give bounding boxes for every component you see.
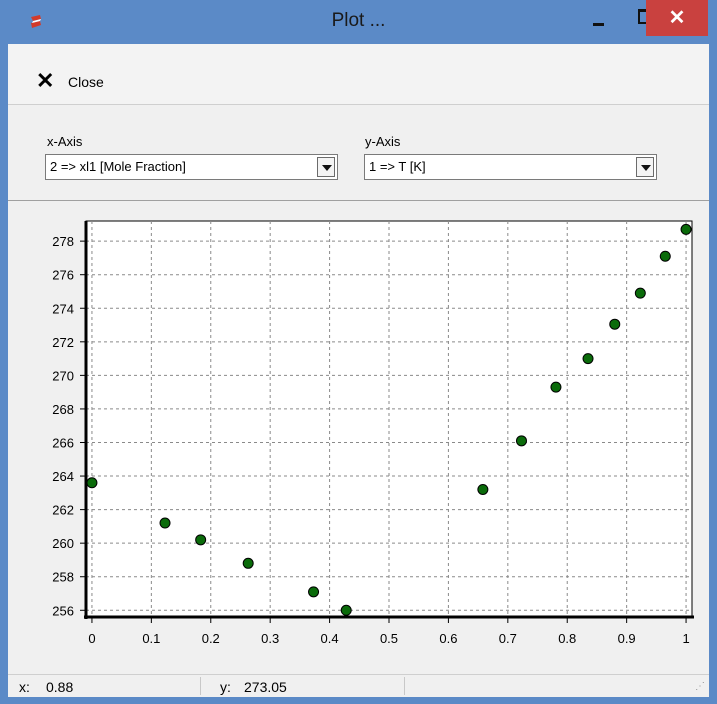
data-point	[582, 353, 594, 365]
chevron-down-icon[interactable]	[317, 157, 335, 177]
window-close-button[interactable]: ✕	[646, 0, 708, 36]
data-point	[550, 381, 562, 393]
data-point	[477, 483, 489, 495]
scatter-chart[interactable]: 0 0.1 0.2 0.3 0.4 0.5 0.6 0.7 0.8 0.9 1 256 258 260 26…	[8, 201, 709, 662]
status-divider	[200, 677, 201, 695]
y-tick-label: 276	[52, 268, 74, 283]
data-point	[609, 318, 621, 330]
data-point	[680, 223, 692, 235]
y-axis-label: y-Axis	[365, 134, 401, 149]
y-axis-select-value: 1 => T [K]	[369, 159, 426, 174]
window-title: Plot ...	[331, 10, 386, 31]
x-axis-select-value: 2 => xl1 [Mole Fraction]	[50, 159, 186, 174]
resize-grip-icon[interactable]: ⋰	[695, 681, 705, 692]
data-point	[634, 287, 646, 299]
x-axis-label: x-Axis	[47, 134, 83, 149]
close-command-label: Close	[68, 74, 104, 90]
y-tick-label: 264	[52, 469, 74, 484]
app-icon	[31, 15, 41, 28]
x-tick-label: 0.8	[558, 631, 576, 646]
x-tick-label: 0.7	[499, 631, 517, 646]
plot-panel[interactable]: 0 0.1 0.2 0.3 0.4 0.5 0.6 0.7 0.8 0.9 1 256 258 260 26…	[8, 200, 709, 662]
x-tick-label: 0	[88, 631, 95, 646]
data-point	[659, 250, 671, 262]
title-bar[interactable]: Plot ... ✕	[0, 0, 717, 44]
data-point	[515, 435, 527, 447]
status-bar: x: 0.88 y: 273.05 ⋰	[8, 674, 709, 697]
y-tick-label: 260	[52, 536, 74, 551]
status-y-label: y:	[220, 679, 231, 695]
x-tick-label: 0.5	[380, 631, 398, 646]
y-tick-label: 274	[52, 301, 74, 316]
x-tick-label: 0.1	[142, 631, 160, 646]
status-x-value: 0.88	[46, 679, 74, 695]
toolbar: ✕ Close	[8, 44, 709, 105]
y-tick-label: 270	[52, 368, 74, 383]
data-point	[159, 517, 171, 529]
x-tick-label: 0.2	[202, 631, 220, 646]
chevron-down-icon[interactable]	[636, 157, 654, 177]
data-point	[86, 477, 98, 489]
minimize-button[interactable]	[583, 0, 633, 36]
status-divider	[404, 677, 405, 695]
x-tick-label: 0.3	[261, 631, 279, 646]
y-axis-select[interactable]: 1 => T [K]	[364, 154, 657, 180]
x-tick-label: 1	[682, 631, 689, 646]
x-tick-label: 0.9	[618, 631, 636, 646]
data-point	[195, 534, 207, 546]
data-point	[308, 586, 320, 598]
y-tick-label: 272	[52, 335, 74, 350]
close-icon: ✕	[668, 7, 686, 29]
status-y-value: 273.05	[244, 679, 287, 695]
y-tick-label: 266	[52, 435, 74, 450]
close-x-icon: ✕	[36, 68, 55, 93]
status-x-label: x:	[19, 679, 30, 695]
x-tick-label: 0.6	[439, 631, 457, 646]
y-tick-label: 256	[52, 603, 74, 618]
y-tick-label: 268	[52, 402, 74, 417]
data-point	[340, 604, 352, 616]
y-tick-label: 278	[52, 234, 74, 249]
y-tick-label: 258	[52, 570, 74, 585]
x-axis-select[interactable]: 2 => xl1 [Mole Fraction]	[45, 154, 338, 180]
data-point	[242, 557, 254, 569]
y-tick-label: 262	[52, 503, 74, 518]
x-tick-label: 0.4	[321, 631, 339, 646]
